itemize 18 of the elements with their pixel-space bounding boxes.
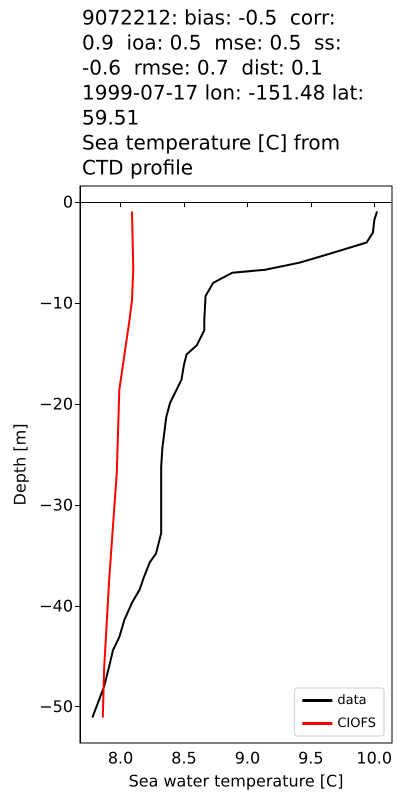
- y-tick-label: −10: [39, 294, 73, 313]
- legend-label: data: [337, 693, 367, 708]
- line-series: [102, 211, 134, 718]
- y-tick-label: 0: [62, 192, 73, 212]
- y-tick-label: −30: [39, 495, 73, 514]
- legend-label: CIOFS: [337, 716, 376, 731]
- x-tick-label: 8.5: [171, 748, 197, 768]
- x-tick-label: 8.0: [108, 748, 134, 768]
- y-tick-label: −20: [39, 394, 73, 414]
- x-axis-title: Sea water temperature [C]: [128, 772, 344, 790]
- line-series: [92, 211, 378, 718]
- chart-title: 9072212: bias: -0.5 corr: 0.9 ioa: 0.5 mse: 0.5 ss: -0.6 rmse: 0.7 dist: 0.1 1999-07-17 lon: -151.48 lat: 59.51 Sea temperature [C] from CTD profile: [82, 6, 364, 180]
- y-tick-label: −40: [39, 596, 73, 616]
- y-axis-title: Depth [m]: [10, 424, 30, 506]
- x-tick-label: 10.0: [356, 748, 392, 768]
- x-tick-label: 9.5: [298, 748, 324, 768]
- x-tick-label: 9.0: [234, 748, 260, 768]
- y-tick-label: −50: [39, 697, 73, 716]
